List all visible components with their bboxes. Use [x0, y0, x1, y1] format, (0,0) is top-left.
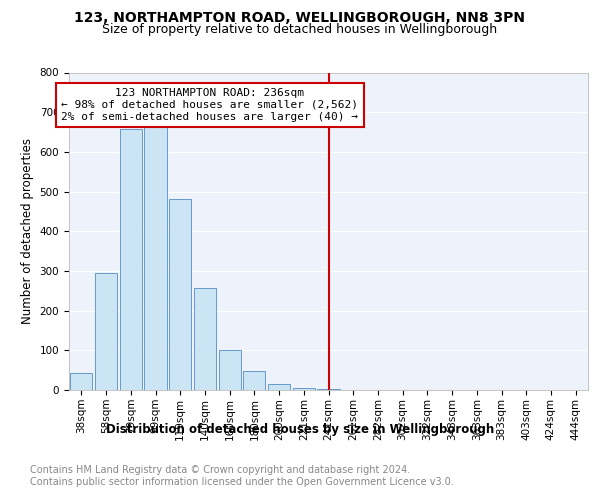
Text: 123 NORTHAMPTON ROAD: 236sqm
← 98% of detached houses are smaller (2,562)
2% of : 123 NORTHAMPTON ROAD: 236sqm ← 98% of de…	[61, 88, 358, 122]
Bar	[243, 371, 265, 390]
Bar	[169, 200, 191, 390]
Bar	[145, 122, 167, 390]
Bar	[95, 273, 117, 390]
Bar	[218, 350, 241, 390]
Text: Size of property relative to detached houses in Wellingborough: Size of property relative to detached ho…	[103, 22, 497, 36]
Bar	[268, 384, 290, 390]
Text: Contains HM Land Registry data © Crown copyright and database right 2024.
Contai: Contains HM Land Registry data © Crown c…	[30, 465, 454, 486]
Text: Distribution of detached houses by size in Wellingborough: Distribution of detached houses by size …	[106, 422, 494, 436]
Y-axis label: Number of detached properties: Number of detached properties	[21, 138, 34, 324]
Bar	[119, 129, 142, 390]
Bar	[293, 388, 315, 390]
Bar	[317, 389, 340, 390]
Bar	[70, 374, 92, 390]
Text: 123, NORTHAMPTON ROAD, WELLINGBOROUGH, NN8 3PN: 123, NORTHAMPTON ROAD, WELLINGBOROUGH, N…	[74, 11, 526, 25]
Bar	[194, 288, 216, 390]
